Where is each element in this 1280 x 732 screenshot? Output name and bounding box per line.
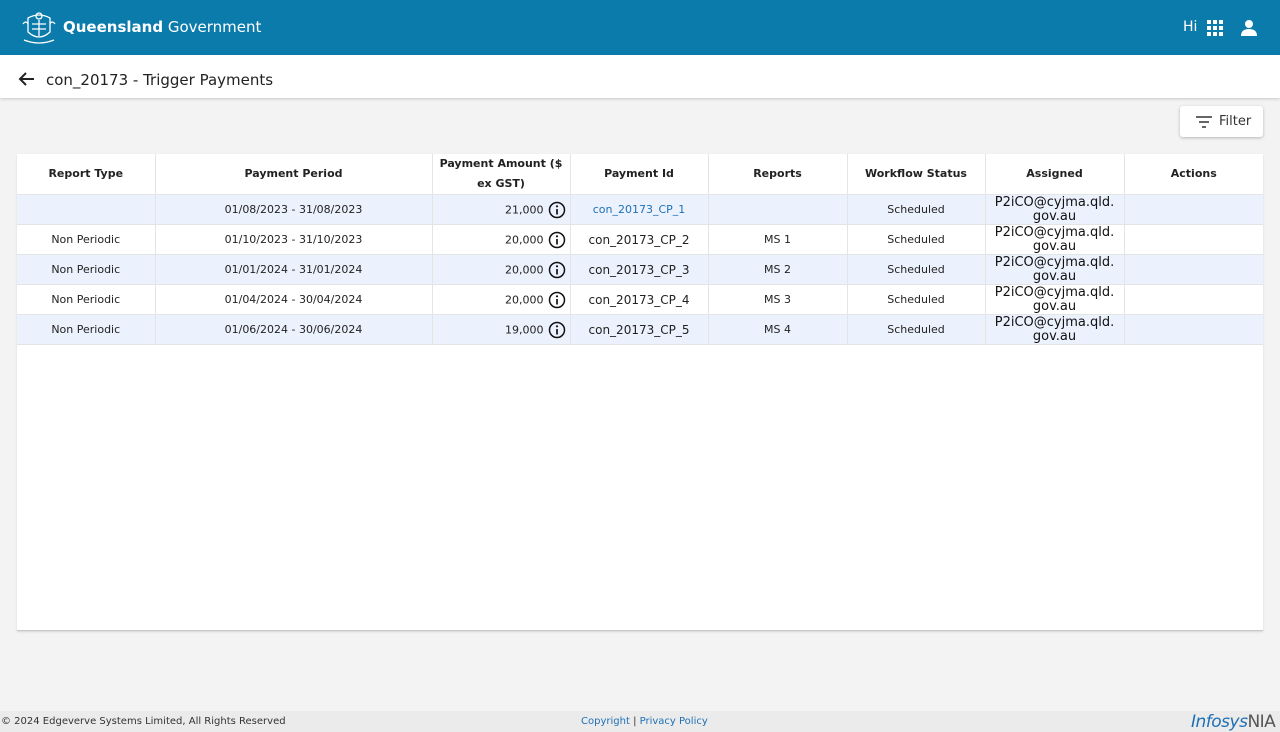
assigned-cell: P2iCO@cyjma.qld. gov.au	[985, 254, 1125, 285]
arrow-left-icon[interactable]	[18, 70, 36, 88]
assigned-line-1: P2iCO@cyjma.qld.	[994, 314, 1115, 330]
reports-cell: MS 1	[708, 224, 848, 255]
top-bar: Queensland Government Hi	[0, 0, 1280, 55]
footer: © 2024 Edgeverve Systems Limited, All Ri…	[0, 711, 1280, 732]
workflow-status-cell: Scheduled	[847, 314, 986, 345]
payments-table: Report Type Payment Period Payment Amoun…	[17, 154, 1263, 345]
brand-regular: Government	[167, 18, 262, 36]
filter-label: Filter	[1219, 114, 1252, 129]
workflow-status-cell: Scheduled	[847, 224, 986, 255]
assigned-cell: P2iCO@cyjma.qld. gov.au	[985, 314, 1125, 345]
assigned-line-2: gov.au	[1032, 238, 1077, 254]
filter-lines-icon	[1196, 116, 1212, 128]
amount-value: 20,000	[505, 293, 544, 306]
assigned-cell: P2iCO@cyjma.qld. gov.au	[985, 224, 1125, 255]
payment-amount-cell: 20,000	[432, 224, 571, 255]
assigned-cell: P2iCO@cyjma.qld. gov.au	[985, 194, 1125, 225]
column-header-payment-period[interactable]: Payment Period	[155, 154, 433, 195]
brand-bold: Queensland	[63, 18, 164, 36]
info-circle-icon[interactable]	[548, 261, 566, 279]
reports-cell: MS 4	[708, 314, 848, 345]
payment-id-cell: con_20173_CP_5	[570, 314, 709, 345]
privacy-policy-link[interactable]: Privacy Policy	[639, 716, 708, 727]
copyright-text: © 2024 Edgeverve Systems Limited, All Ri…	[1, 716, 286, 727]
copyright-link[interactable]: Copyright	[581, 716, 630, 727]
column-header-workflow-status[interactable]: Workflow Status	[847, 154, 986, 195]
page-title: con_20173 - Trigger Payments	[46, 71, 274, 89]
column-header-reports[interactable]: Reports	[708, 154, 848, 195]
payment-period-cell: 01/04/2024 - 30/04/2024	[155, 284, 433, 315]
infosys-logo-main: Infosys	[1191, 712, 1248, 732]
actions-cell	[1124, 224, 1263, 255]
column-header-payment-id[interactable]: Payment Id	[570, 154, 709, 195]
infosys-nia-logo: InfosysNIA	[1191, 712, 1276, 732]
report-type-cell: Non Periodic	[17, 254, 156, 285]
payment-amount-cell: 20,000	[432, 284, 571, 315]
assigned-line-1: P2iCO@cyjma.qld.	[994, 224, 1115, 240]
payments-table-card: Report Type Payment Period Payment Amoun…	[17, 154, 1263, 631]
amount-value: 21,000	[505, 203, 544, 216]
workflow-status-cell: Scheduled	[847, 194, 986, 225]
assigned-line-2: gov.au	[1032, 268, 1077, 284]
brand-title[interactable]: Queensland Government	[63, 18, 261, 36]
assigned-line-2: gov.au	[1032, 298, 1077, 314]
reports-cell: MS 3	[708, 284, 848, 315]
table-header-row: Report Type Payment Period Payment Amoun…	[17, 154, 1263, 195]
table-row: Non Periodic 01/10/2023 - 31/10/2023 20,…	[17, 224, 1263, 255]
assigned-line-2: gov.au	[1032, 208, 1077, 224]
payment-period-cell: 01/06/2024 - 30/06/2024	[155, 314, 433, 345]
reports-cell	[708, 194, 848, 225]
amount-value: 20,000	[505, 263, 544, 276]
filter-button[interactable]: Filter	[1180, 106, 1263, 137]
table-row: Non Periodic 01/06/2024 - 30/06/2024 19,…	[17, 314, 1263, 345]
payment-id-link[interactable]: con_20173_CP_1	[570, 194, 709, 225]
actions-cell	[1124, 194, 1263, 225]
info-circle-icon[interactable]	[548, 321, 566, 339]
column-header-assigned[interactable]: Assigned	[985, 154, 1125, 195]
actions-cell	[1124, 254, 1263, 285]
apps-grid-icon[interactable]	[1207, 20, 1223, 36]
workflow-status-cell: Scheduled	[847, 284, 986, 315]
footer-links: Copyright | Privacy Policy	[581, 716, 708, 727]
payment-amount-cell: 20,000	[432, 254, 571, 285]
column-header-report-type[interactable]: Report Type	[17, 154, 156, 195]
table-row: 01/08/2023 - 31/08/2023 21,000 con_20173…	[17, 194, 1263, 225]
report-type-cell	[17, 194, 156, 225]
payment-amount-cell: 19,000	[432, 314, 571, 345]
actions-cell	[1124, 284, 1263, 315]
reports-cell: MS 2	[708, 254, 848, 285]
report-type-cell: Non Periodic	[17, 224, 156, 255]
greeting-text: Hi	[1183, 19, 1198, 35]
assigned-line-2: gov.au	[1032, 328, 1077, 344]
assigned-cell: P2iCO@cyjma.qld. gov.au	[985, 284, 1125, 315]
column-header-actions: Actions	[1124, 154, 1263, 195]
amount-value: 19,000	[505, 323, 544, 336]
report-type-cell: Non Periodic	[17, 284, 156, 315]
queensland-crest-icon	[22, 12, 56, 44]
payment-period-cell: 01/08/2023 - 31/08/2023	[155, 194, 433, 225]
assigned-line-1: P2iCO@cyjma.qld.	[994, 284, 1115, 300]
actions-cell	[1124, 314, 1263, 345]
payment-period-cell: 01/01/2024 - 31/01/2024	[155, 254, 433, 285]
column-header-payment-amount[interactable]: Payment Amount ($ ex GST)	[432, 154, 571, 195]
payment-id-cell: con_20173_CP_2	[570, 224, 709, 255]
report-type-cell: Non Periodic	[17, 314, 156, 345]
payment-amount-cell: 21,000	[432, 194, 571, 225]
page-header: con_20173 - Trigger Payments	[0, 55, 1280, 98]
footer-separator: |	[633, 716, 637, 727]
info-circle-icon[interactable]	[548, 291, 566, 309]
workflow-status-cell: Scheduled	[847, 254, 986, 285]
assigned-line-1: P2iCO@cyjma.qld.	[994, 194, 1115, 210]
user-icon[interactable]	[1240, 19, 1258, 37]
infosys-logo-sub: NIA	[1247, 712, 1276, 732]
payment-period-cell: 01/10/2023 - 31/10/2023	[155, 224, 433, 255]
amount-value: 20,000	[505, 233, 544, 246]
table-row: Non Periodic 01/01/2024 - 31/01/2024 20,…	[17, 254, 1263, 285]
table-row: Non Periodic 01/04/2024 - 30/04/2024 20,…	[17, 284, 1263, 315]
info-circle-icon[interactable]	[548, 201, 566, 219]
assigned-line-1: P2iCO@cyjma.qld.	[994, 254, 1115, 270]
payment-id-cell: con_20173_CP_4	[570, 284, 709, 315]
payment-id-cell: con_20173_CP_3	[570, 254, 709, 285]
info-circle-icon[interactable]	[548, 231, 566, 249]
